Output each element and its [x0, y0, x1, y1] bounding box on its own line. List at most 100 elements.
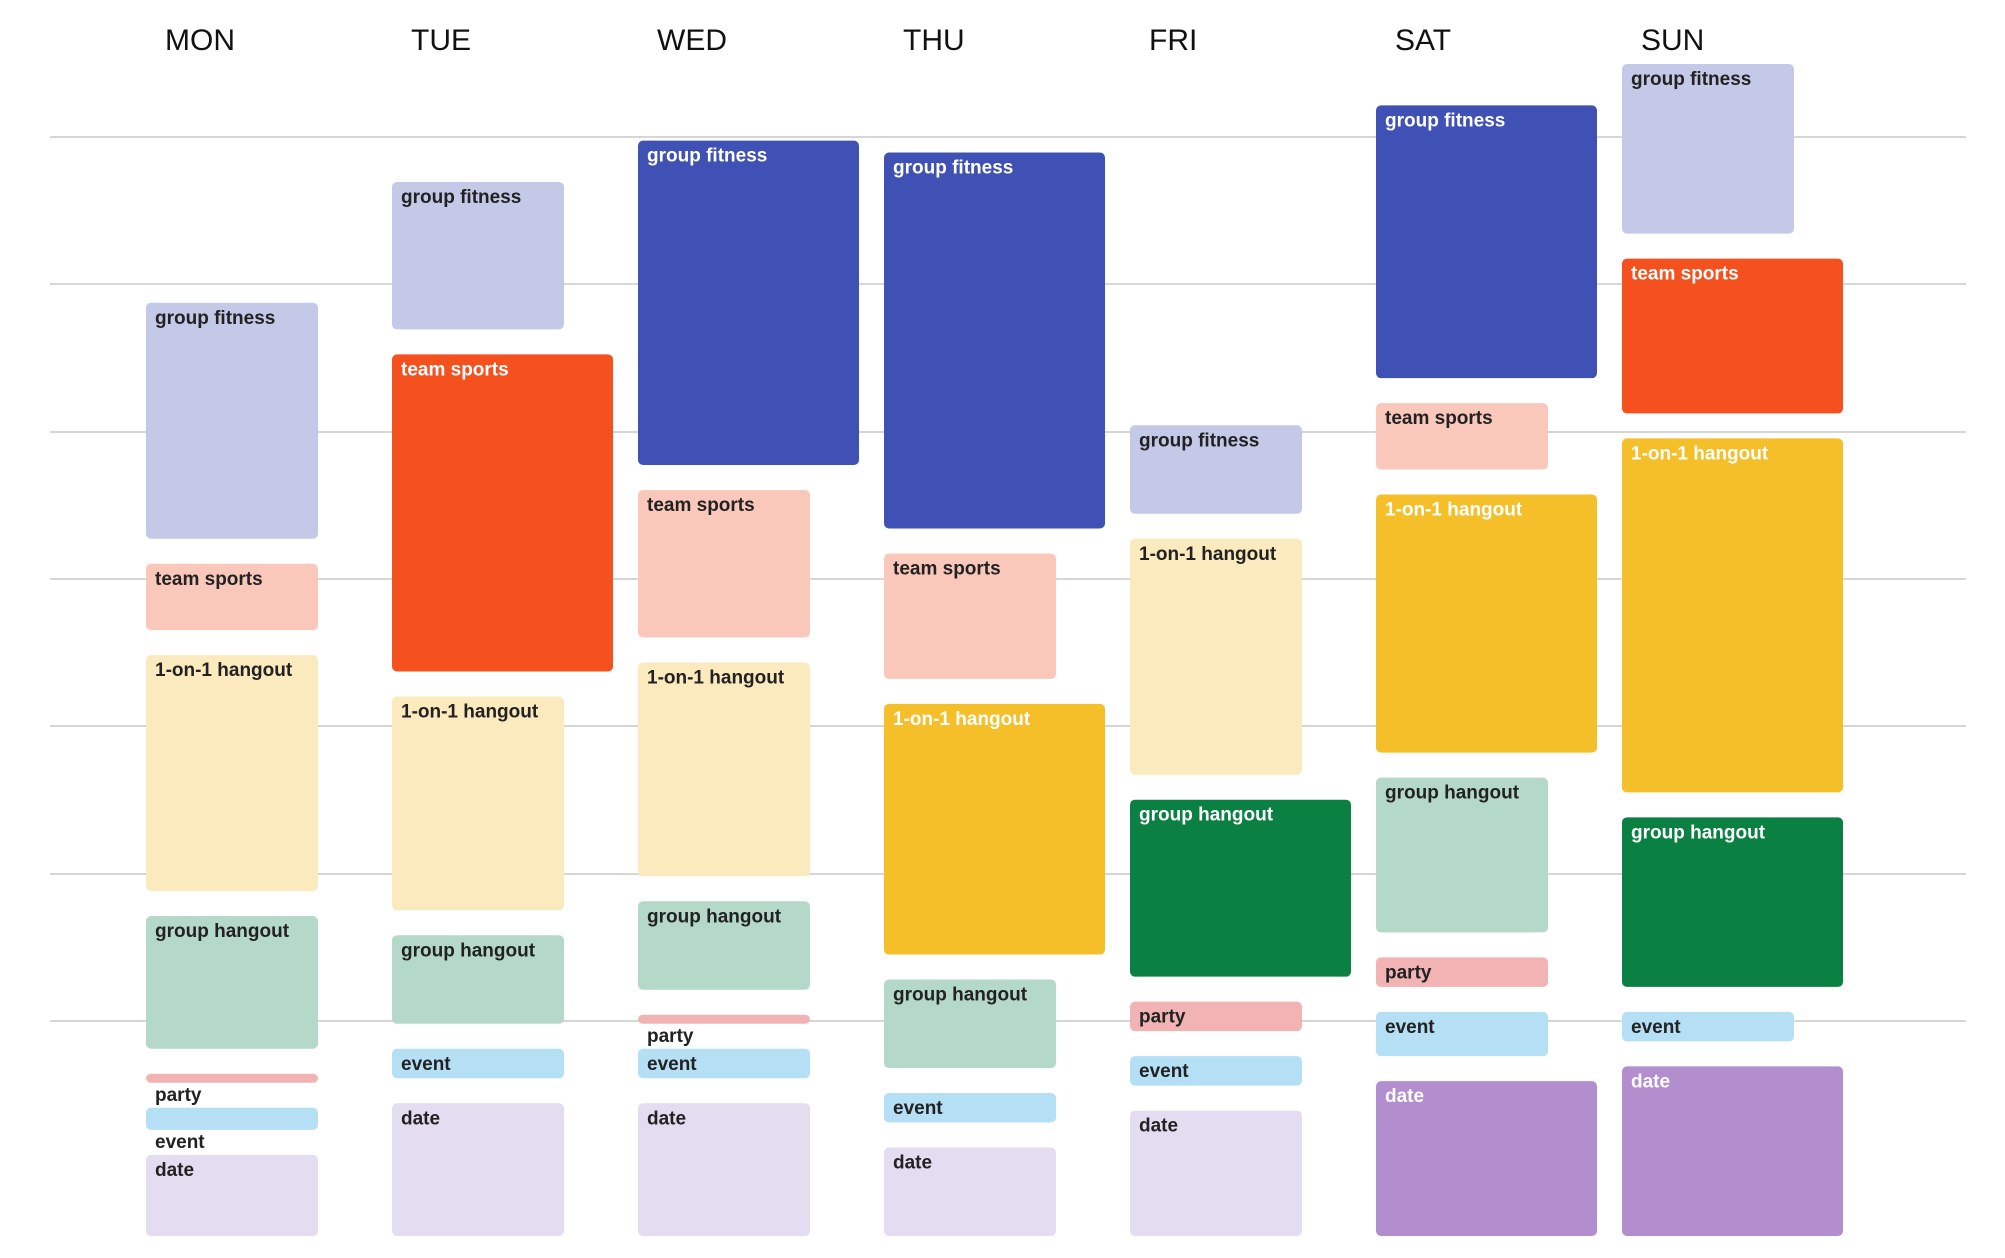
activity-label: group fitness	[155, 308, 275, 329]
activity-bar-1-on-1-hangout	[146, 655, 318, 892]
activity-bar-1-on-1-hangout	[392, 696, 564, 911]
activity-bar-group-hangout	[392, 935, 564, 1024]
activity-bar-date	[146, 1154, 318, 1236]
activity-label: group hangout	[1139, 805, 1274, 826]
day-label: MON	[165, 24, 235, 57]
activity-block-event: event	[1130, 1056, 1302, 1086]
activity-block-event: event	[1622, 1011, 1794, 1042]
activity-block-group-hangout: group hangout	[1622, 817, 1843, 987]
activity-block-team-sports: team sports	[392, 354, 613, 672]
activity-bar-event	[146, 1107, 318, 1130]
activity-bar-party	[1130, 1001, 1302, 1032]
activity-bar-date	[1622, 1066, 1843, 1236]
activity-bar-team-sports	[1622, 258, 1843, 414]
activity-bar-group-hangout	[1622, 817, 1843, 987]
activity-block-group-fitness: group fitness	[1622, 64, 1794, 234]
activity-block-event: event	[392, 1048, 564, 1079]
activity-block-group-fitness: group fitness	[392, 181, 564, 330]
day-column-fri: FRI group fitness 1-on-1 hangout group hang…	[1130, 24, 1351, 1236]
day-label: SUN	[1641, 24, 1704, 57]
activity-bar-group-fitness	[1622, 64, 1794, 234]
activity-bar-group-hangout	[884, 979, 1056, 1069]
activity-bar-team-sports	[638, 490, 810, 638]
activity-label: 1-on-1 hangout	[1385, 500, 1523, 521]
activity-label: team sports	[1385, 408, 1493, 429]
activity-label: group hangout	[893, 985, 1028, 1006]
activity-label: team sports	[893, 559, 1001, 580]
activity-label: group fitness	[1631, 69, 1751, 90]
activity-label: group fitness	[647, 146, 767, 167]
day-column-mon: MON group fitness team sports 1-on-1 hangou…	[146, 24, 318, 1236]
activity-block-group-fitness: group fitness	[146, 302, 318, 539]
activity-block-group-fitness: group fitness	[638, 140, 859, 466]
activity-label: event	[155, 1132, 205, 1153]
activity-bar-team-sports	[884, 553, 1056, 679]
activity-label: 1-on-1 hangout	[1631, 443, 1769, 464]
activity-label: group fitness	[401, 187, 521, 208]
activity-bar-1-on-1-hangout	[884, 703, 1105, 955]
activity-bar-event	[1376, 1011, 1548, 1057]
activity-label: event	[1385, 1017, 1435, 1038]
activity-block-date: date	[1130, 1110, 1302, 1236]
activity-label: group fitness	[1385, 110, 1505, 131]
activity-label: group fitness	[1139, 430, 1259, 451]
activity-bar-date	[1130, 1110, 1302, 1236]
activity-label: date	[1631, 1071, 1670, 1092]
activity-block-1-on-1-hangout: 1-on-1 hangout	[638, 662, 810, 877]
activity-bar-date	[884, 1147, 1056, 1236]
activity-bar-group-hangout	[1130, 799, 1351, 977]
activity-bar-party	[1376, 957, 1548, 987]
activity-bar-team-sports	[392, 354, 613, 672]
activity-label: team sports	[401, 359, 509, 380]
activity-bar-team-sports	[146, 563, 318, 631]
activity-block-event: event	[1376, 1011, 1548, 1057]
activity-label: team sports	[155, 569, 263, 590]
activity-bar-group-fitness	[146, 302, 318, 539]
activity-label: team sports	[647, 495, 755, 516]
activity-bar-party	[638, 1014, 810, 1024]
activity-bar-group-fitness	[392, 181, 564, 330]
day-column-wed: WED group fitness team sports 1-on-1 hangou…	[638, 24, 859, 1236]
activity-label: event	[1631, 1017, 1681, 1038]
day-column-sun: SUN group fitness team sports 1-on-1 hangou…	[1622, 24, 1843, 1236]
activity-block-date: date	[1622, 1066, 1843, 1236]
activity-bar-1-on-1-hangout	[638, 662, 810, 877]
activity-block-event: event	[146, 1107, 318, 1153]
activity-label: group hangout	[1385, 783, 1520, 804]
activity-bar-group-fitness	[1376, 105, 1597, 379]
activity-bar-1-on-1-hangout	[1376, 494, 1597, 753]
activity-block-group-hangout: group hangout	[1376, 777, 1548, 933]
activity-label: party	[647, 1026, 694, 1047]
day-column-tue: TUE group fitness team sports 1-on-1 hangou…	[392, 24, 613, 1236]
day-column-thu: THU group fitness team sports 1-on-1 hangou…	[884, 24, 1105, 1236]
activity-label: 1-on-1 hangout	[401, 701, 539, 722]
activity-block-date: date	[638, 1103, 810, 1236]
activity-label: date	[401, 1108, 440, 1129]
day-label: FRI	[1149, 24, 1197, 57]
activity-label: 1-on-1 hangout	[155, 660, 293, 681]
activity-block-date: date	[884, 1147, 1056, 1236]
activity-block-date: date	[392, 1103, 564, 1236]
activity-bar-date	[392, 1103, 564, 1236]
activity-block-group-hangout: group hangout	[884, 979, 1056, 1069]
activity-label: 1-on-1 hangout	[647, 667, 785, 688]
activity-label: date	[1385, 1086, 1424, 1107]
activity-label: event	[401, 1054, 451, 1075]
activity-block-group-fitness: group fitness	[1130, 425, 1302, 514]
activity-block-group-hangout: group hangout	[146, 916, 318, 1049]
activity-bar-date	[638, 1103, 810, 1236]
activity-bar-event	[392, 1048, 564, 1079]
activity-block-team-sports: team sports	[638, 490, 810, 638]
activity-label: party	[1385, 962, 1432, 983]
activity-bar-date	[1376, 1081, 1597, 1236]
activity-block-party: party	[1376, 957, 1548, 987]
activity-bar-group-hangout	[146, 916, 318, 1049]
activity-bar-event	[1622, 1011, 1794, 1042]
activity-bar-party	[146, 1073, 318, 1083]
activity-block-team-sports: team sports	[1376, 403, 1548, 470]
activity-block-1-on-1-hangout: 1-on-1 hangout	[1130, 538, 1302, 775]
day-label: WED	[657, 24, 727, 57]
day-label: TUE	[411, 24, 471, 57]
activity-block-party: party	[146, 1073, 318, 1106]
activity-label: group hangout	[647, 906, 782, 927]
